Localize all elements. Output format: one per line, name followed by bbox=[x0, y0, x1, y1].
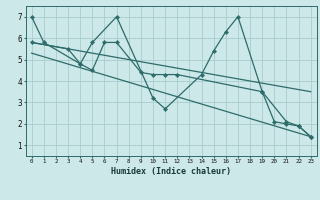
X-axis label: Humidex (Indice chaleur): Humidex (Indice chaleur) bbox=[111, 167, 231, 176]
